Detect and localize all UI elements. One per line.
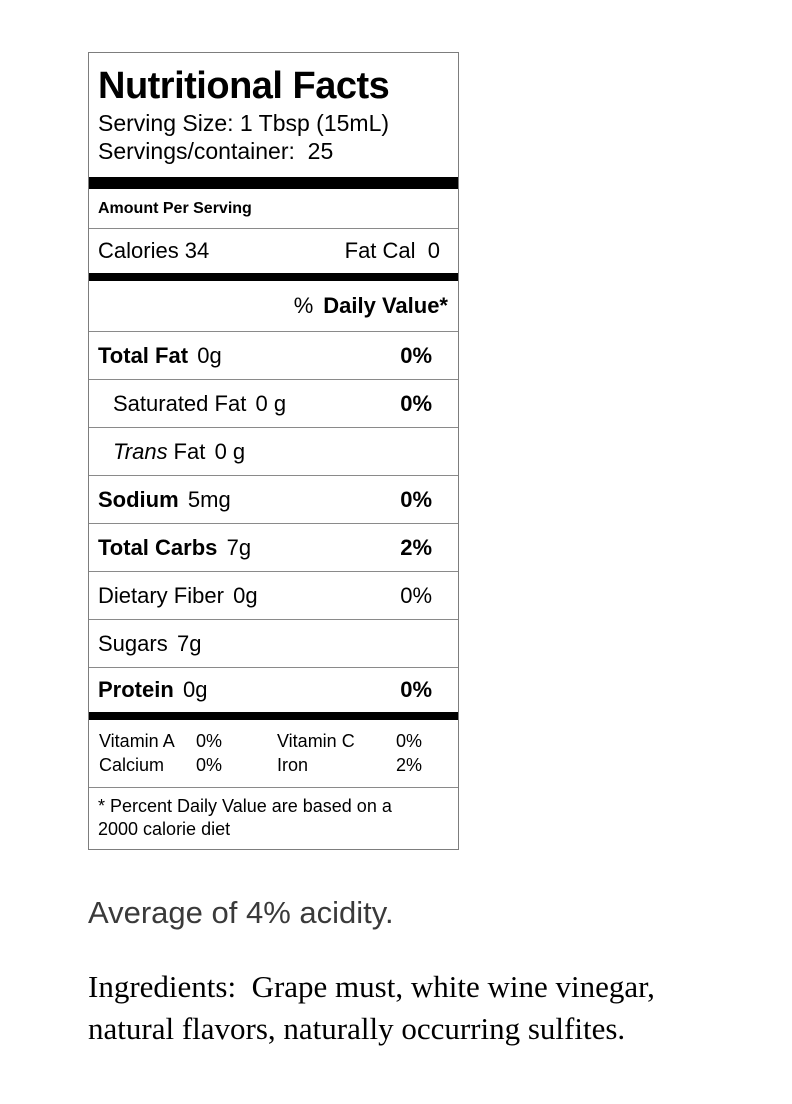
daily-value-percent-sign: %: [293, 293, 314, 318]
amount-per-serving: Amount Per Serving: [98, 199, 252, 217]
vitamin-c-label: Vitamin C: [277, 731, 355, 751]
nutrient-name-italic: Trans: [113, 438, 168, 464]
row-saturated-fat: Saturated Fat 0 g 0%: [89, 379, 458, 427]
daily-value-footnote: * Percent Daily Value are based on a 200…: [89, 787, 458, 849]
nutrient-amount: 0g: [233, 582, 258, 608]
thick-divider-bottom: [89, 712, 458, 720]
label-title: Nutritional Facts: [98, 65, 390, 107]
iron-label: Iron: [277, 755, 309, 775]
nutrient-daily-value: 0%: [400, 342, 432, 368]
nutrition-facts-label: Nutritional Facts Serving Size: 1 Tbsp (…: [88, 52, 459, 850]
nutrient-amount: 0g: [197, 342, 222, 368]
row-total-carbs: Total Carbs 7g 2%: [89, 523, 458, 571]
row-sodium: Sodium 5mg 0%: [89, 475, 458, 523]
nutrient-daily-value: 0%: [400, 390, 432, 416]
label-header: Nutritional Facts Serving Size: 1 Tbsp (…: [89, 53, 458, 177]
nutrient-amount: 5mg: [187, 486, 231, 512]
daily-value-header: % Daily Value*: [89, 281, 458, 331]
vitamin-a-label: Vitamin A: [99, 731, 175, 751]
thick-divider-mid: [89, 273, 458, 281]
nutrient-amount: 7g: [176, 630, 202, 656]
serving-size: Serving Size: 1 Tbsp (15mL): [98, 110, 390, 136]
thick-divider-top: [89, 177, 458, 189]
calories-value: Calories 34: [98, 238, 210, 263]
row-total-fat: Total Fat 0g 0%: [89, 331, 458, 379]
acidity-note: Average of 4% acidity.: [88, 895, 394, 930]
calcium-value: 0%: [196, 755, 223, 775]
nutrient-name: Fat: [173, 438, 206, 464]
vitamin-a-value: 0%: [196, 731, 223, 751]
nutrient-name: Saturated Fat: [113, 390, 247, 416]
ingredients-text: Ingredients: Grape must, white wine vine…: [88, 969, 655, 1046]
micronutrients-grid: Vitamin A 0% Vitamin C 0% Calcium 0% Iro…: [89, 720, 458, 787]
nutrient-daily-value: 0%: [400, 582, 432, 608]
nutrient-name: Dietary Fiber: [98, 582, 224, 608]
servings-per-container: Servings/container: 25: [98, 138, 334, 164]
row-trans-fat: Trans Fat 0 g: [89, 427, 458, 475]
iron-value: 2%: [396, 755, 423, 775]
daily-value-label: Daily Value*: [323, 293, 448, 318]
row-protein: Protein 0g 0%: [89, 667, 458, 712]
nutrient-daily-value: 0%: [400, 486, 432, 512]
vitamin-c-value: 0%: [396, 731, 423, 751]
nutrient-name: Sodium: [98, 486, 179, 512]
nutrient-amount: 0 g: [255, 390, 287, 416]
nutrient-name: Total Carbs: [98, 534, 218, 560]
nutrient-amount: 0g: [183, 677, 208, 702]
nutrient-daily-value: 0%: [400, 677, 432, 702]
nutrient-name: Total Fat: [98, 342, 189, 368]
calcium-label: Calcium: [99, 755, 165, 775]
nutrient-daily-value: 2%: [400, 534, 432, 560]
nutrient-amount: 0 g: [214, 438, 246, 464]
nutrient-amount: 7g: [226, 534, 252, 560]
row-dietary-fiber: Dietary Fiber 0g 0%: [89, 571, 458, 619]
fat-calories-value: Fat Cal 0: [344, 238, 440, 263]
nutrient-name: Protein: [98, 677, 174, 702]
calories-row: Calories 34 Fat Cal 0: [89, 228, 458, 273]
row-sugars: Sugars 7g: [89, 619, 458, 667]
nutrient-name: Sugars: [98, 630, 168, 656]
